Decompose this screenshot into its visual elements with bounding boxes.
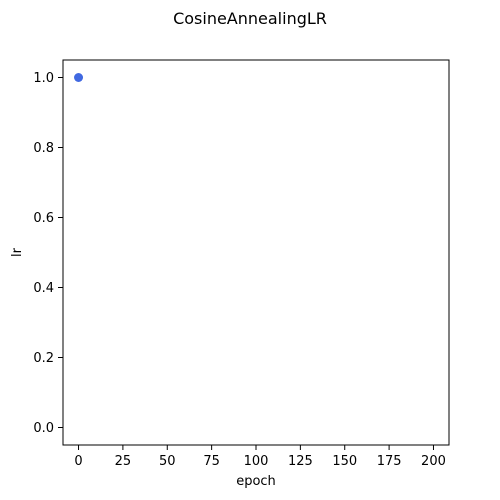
x-axis-label: epoch: [236, 474, 276, 489]
x-tick-label: 175: [377, 454, 402, 469]
x-tick-label: 50: [159, 454, 176, 469]
x-tick-label: 125: [288, 454, 313, 469]
y-tick-label: 0.0: [33, 421, 54, 436]
x-tick-label: 200: [421, 454, 446, 469]
y-tick-label: 0.8: [33, 141, 54, 156]
y-tick-label: 0.6: [33, 211, 54, 226]
y-tick-label: 0.2: [33, 351, 54, 366]
x-axis: 0 25 50 75 100 125 150 175 200: [74, 445, 446, 469]
y-axis-label: lr: [10, 247, 25, 257]
y-tick-label: 1.0: [33, 71, 54, 86]
x-tick-label: 150: [332, 454, 357, 469]
data-points: [74, 73, 84, 82]
chart-title: CosineAnnealingLR: [173, 9, 327, 28]
x-tick-label: 0: [74, 454, 82, 469]
x-tick-label: 100: [244, 454, 269, 469]
data-point: [74, 73, 84, 82]
y-axis: 0.0 0.2 0.4 0.6 0.8 1.0: [33, 71, 63, 436]
x-tick-label: 25: [115, 454, 132, 469]
x-tick-label: 75: [203, 454, 220, 469]
y-tick-label: 0.4: [33, 281, 54, 296]
